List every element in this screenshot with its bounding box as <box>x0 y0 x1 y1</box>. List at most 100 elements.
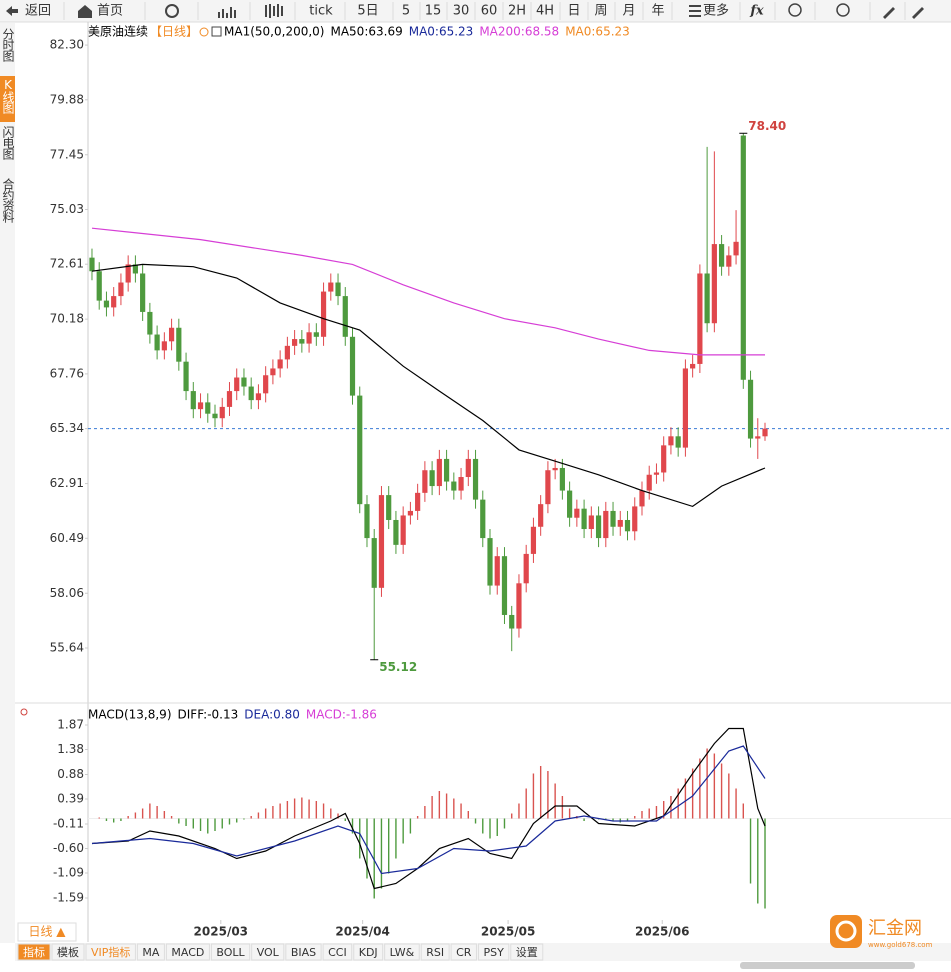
y-tick-label: -1.59 <box>53 891 84 905</box>
bottom-tab[interactable]: KDJ <box>359 946 378 959</box>
candle-body <box>682 368 689 448</box>
scrollbar[interactable] <box>740 962 915 969</box>
candle-body <box>205 402 211 414</box>
candle-body <box>646 474 652 491</box>
x-tick-label: 2025/03 <box>194 925 248 939</box>
y-tick-label: 60.49 <box>50 531 84 545</box>
menu-icon[interactable] <box>689 5 701 17</box>
bottom-tab[interactable]: 模板 <box>57 945 79 959</box>
bottom-tab[interactable]: PSY <box>483 946 504 959</box>
candle-body <box>364 504 370 539</box>
side-tab-box[interactable] <box>0 26 15 72</box>
side-bar <box>0 23 15 943</box>
bottom-tab-box[interactable] <box>251 943 285 961</box>
draw-icon[interactable] <box>883 7 895 19</box>
side-tab-box[interactable] <box>0 176 15 238</box>
toolbar-item[interactable]: 年 <box>651 4 664 19</box>
candle-body <box>545 470 551 505</box>
legend-entry: DEA:0.80 <box>244 708 300 722</box>
candle-body <box>530 526 537 554</box>
bottom-tab[interactable]: VIP指标 <box>91 945 130 959</box>
toolbar-item[interactable]: 月 <box>622 4 635 19</box>
candle-body <box>567 490 573 518</box>
toolbar-item[interactable]: 60 <box>481 4 498 19</box>
candle-body <box>313 332 319 337</box>
side-tab[interactable]: 闪电图 <box>1 126 15 160</box>
zoom-in-icon[interactable] <box>836 3 850 17</box>
indicator-line <box>91 745 766 875</box>
bottom-tab[interactable]: 设置 <box>516 946 538 959</box>
toolbar-item[interactable]: 5 <box>402 4 410 19</box>
bottom-tab-box[interactable] <box>420 943 450 961</box>
bottom-tab[interactable]: MA <box>142 946 159 959</box>
bottom-tab-box[interactable] <box>51 943 85 961</box>
bottom-tab-box[interactable] <box>165 943 210 961</box>
bottom-tab-box[interactable] <box>384 943 420 961</box>
candle-body <box>632 506 638 532</box>
candle-body <box>407 510 414 516</box>
bottom-tab-box[interactable] <box>477 943 510 961</box>
toolbar-item[interactable]: 15 <box>425 4 442 19</box>
y-tick-label: 65.34 <box>50 421 84 435</box>
candle-body <box>270 368 276 376</box>
bottom-tab[interactable]: BOLL <box>216 946 245 959</box>
bottom-tab-box[interactable] <box>85 943 136 961</box>
toolbar-item[interactable]: 5日 <box>357 4 378 19</box>
candle-body <box>610 510 616 527</box>
back-icon[interactable] <box>6 6 18 16</box>
toolbar-item[interactable]: 首页 <box>97 4 123 19</box>
bottom-tab-box[interactable] <box>510 943 544 961</box>
toolbar-item[interactable]: 更多 <box>703 3 729 19</box>
bottom-tab[interactable]: LW& <box>390 946 415 959</box>
side-tab-box[interactable] <box>0 124 15 170</box>
logo-text: 汇金网 <box>868 918 922 939</box>
erase-icon[interactable] <box>912 7 924 19</box>
bottom-tab-box[interactable] <box>17 943 51 961</box>
side-tab-box[interactable] <box>0 76 15 122</box>
candle-body <box>538 504 544 527</box>
toolbar-item[interactable]: 30 <box>453 4 470 19</box>
bottom-tab-box[interactable] <box>210 943 251 961</box>
bottom-tab-box[interactable] <box>353 943 384 961</box>
candle-body <box>675 436 681 448</box>
candle-body <box>284 345 290 360</box>
candle-body <box>718 244 725 267</box>
toolbar-item[interactable]: 4H <box>536 4 554 19</box>
settings-icon[interactable] <box>20 708 28 716</box>
side-tab[interactable]: K线图 <box>1 78 15 114</box>
period-button[interactable]: 日线 ▲ <box>28 925 66 939</box>
bottom-tab[interactable]: CR <box>456 946 472 959</box>
toolbar-item[interactable]: fx <box>749 4 764 19</box>
candle-body <box>465 458 471 478</box>
period-button-box[interactable] <box>17 922 77 942</box>
toolbar-item[interactable]: 返回 <box>25 4 51 19</box>
zoom-out-icon[interactable] <box>788 3 802 17</box>
refresh-icon[interactable] <box>165 4 179 18</box>
bottom-tab[interactable]: BIAS <box>291 946 316 959</box>
toolbar-item[interactable]: tick <box>309 4 333 19</box>
chart-icon[interactable] <box>218 7 236 18</box>
candle-body <box>190 391 196 410</box>
candle-body <box>89 257 95 272</box>
bottom-tab[interactable]: RSI <box>426 946 444 959</box>
candle-body <box>443 458 450 482</box>
toolbar-item[interactable]: 2H <box>508 4 526 19</box>
candle-body <box>668 436 674 446</box>
toolbar-item[interactable]: 日 <box>567 4 580 19</box>
bottom-tab-box[interactable] <box>450 943 477 961</box>
side-tab[interactable]: 分时图 <box>1 28 15 62</box>
y-tick-label: 67.76 <box>50 366 84 380</box>
bottom-tab-box[interactable] <box>322 943 353 961</box>
bottom-tab[interactable]: 指标 <box>23 945 45 959</box>
side-tab[interactable]: 合约资料 <box>1 177 15 223</box>
bottom-tab[interactable]: MACD <box>171 946 204 959</box>
home-icon[interactable] <box>78 5 92 18</box>
bottom-tab[interactable]: CCI <box>328 946 347 959</box>
bottom-tab-box[interactable] <box>285 943 322 961</box>
candle-body <box>132 264 139 274</box>
bottom-tab[interactable]: VOL <box>257 946 280 959</box>
bottom-tab-box[interactable] <box>136 943 165 961</box>
candle-icon[interactable] <box>265 4 283 18</box>
toolbar-item[interactable]: 周 <box>594 4 607 19</box>
